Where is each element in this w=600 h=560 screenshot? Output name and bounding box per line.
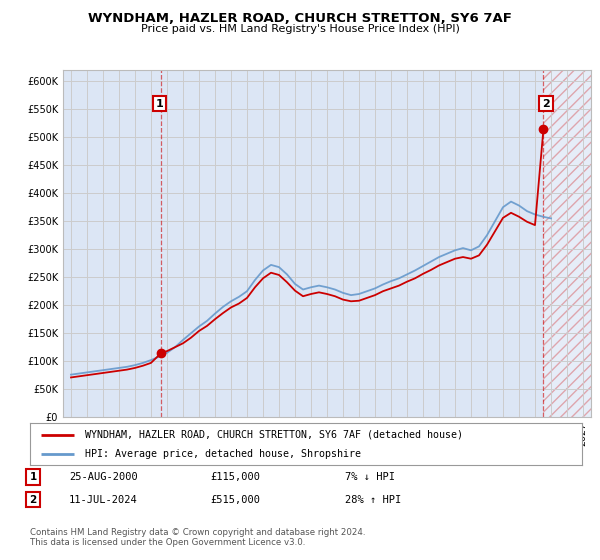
Text: 1: 1 [29,472,37,482]
Text: £515,000: £515,000 [210,494,260,505]
Text: 2: 2 [542,99,550,109]
Text: 2: 2 [29,494,37,505]
Text: 25-AUG-2000: 25-AUG-2000 [69,472,138,482]
Text: 1: 1 [156,99,164,109]
Text: Price paid vs. HM Land Registry's House Price Index (HPI): Price paid vs. HM Land Registry's House … [140,24,460,34]
Text: WYNDHAM, HAZLER ROAD, CHURCH STRETTON, SY6 7AF: WYNDHAM, HAZLER ROAD, CHURCH STRETTON, S… [88,12,512,25]
Bar [544,70,591,417]
Text: 7% ↓ HPI: 7% ↓ HPI [345,472,395,482]
Text: WYNDHAM, HAZLER ROAD, CHURCH STRETTON, SY6 7AF (detached house): WYNDHAM, HAZLER ROAD, CHURCH STRETTON, S… [85,430,463,440]
Text: Contains HM Land Registry data © Crown copyright and database right 2024.
This d: Contains HM Land Registry data © Crown c… [30,528,365,547]
Text: £115,000: £115,000 [210,472,260,482]
Text: 28% ↑ HPI: 28% ↑ HPI [345,494,401,505]
Text: HPI: Average price, detached house, Shropshire: HPI: Average price, detached house, Shro… [85,449,361,459]
Text: 11-JUL-2024: 11-JUL-2024 [69,494,138,505]
